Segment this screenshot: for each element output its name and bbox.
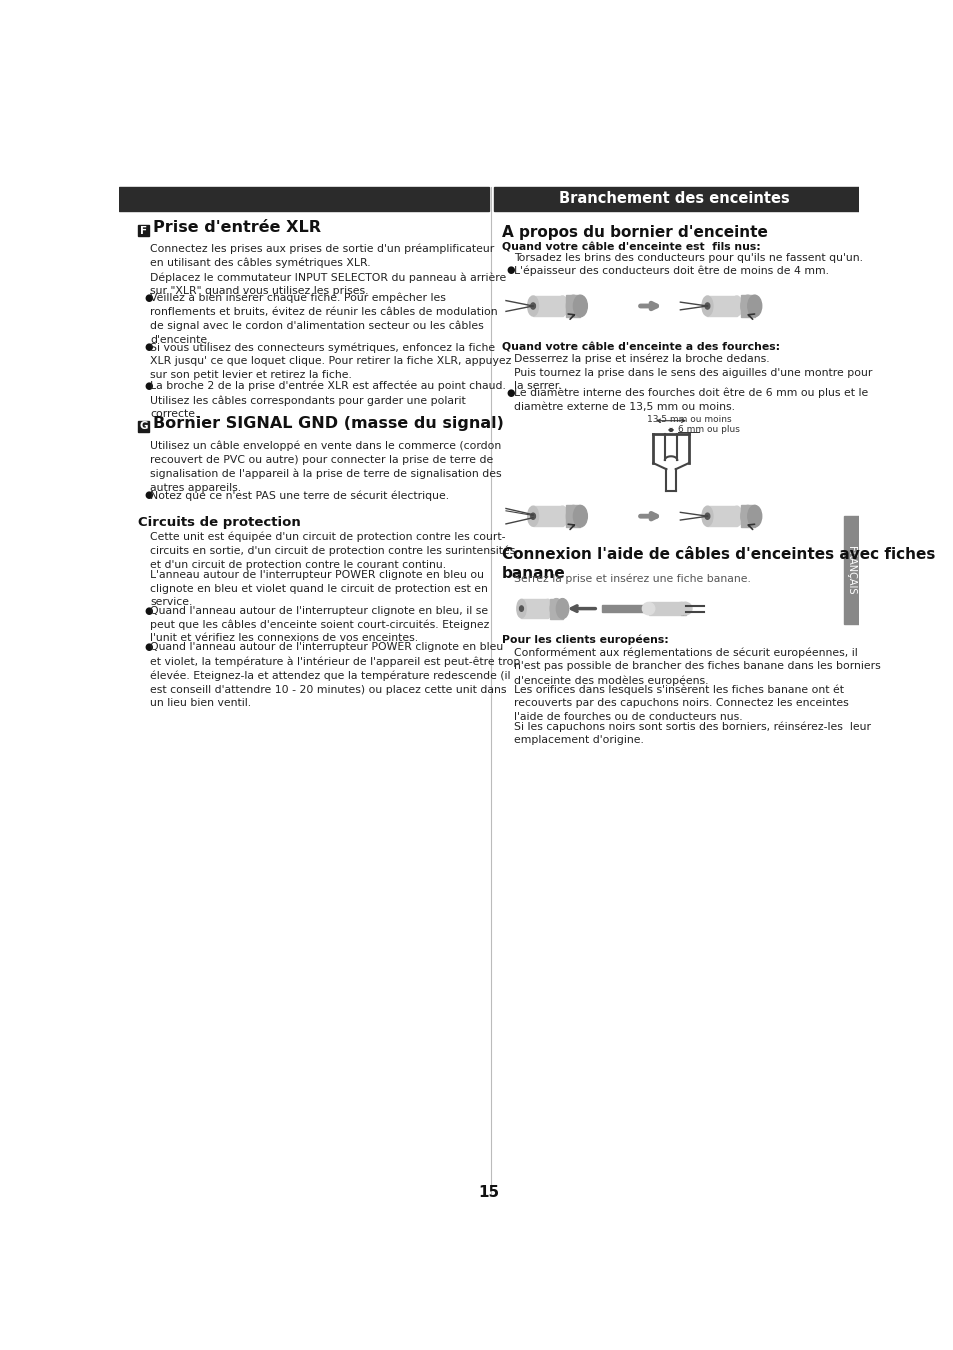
Text: ●: ● [506,387,515,398]
Bar [137,421,149,432]
Text: Desserrez la prise et insérez la broche dedans.
Puis tournez la prise dans le se: Desserrez la prise et insérez la broche … [514,354,872,391]
Text: Quand votre câble d'enceinte a des fourches:: Quand votre câble d'enceinte a des fourc… [501,343,780,352]
Ellipse shape [556,598,568,618]
Ellipse shape [573,505,587,526]
Bar [707,296,736,316]
Text: Conformément aux réglementations de sécurit européennes, il
n'est pas possible d: Conformément aux réglementations de sécu… [514,647,881,686]
Bar [533,506,562,526]
Ellipse shape [731,506,741,526]
Text: Serrez la prise et insérez une fiche banane.: Serrez la prise et insérez une fiche ban… [514,574,751,583]
Bar [550,598,562,618]
Text: Si les capuchons noirs sont sortis des borniers, réinsérez-les  leur
emplacement: Si les capuchons noirs sont sortis des b… [514,721,871,745]
Text: Cette unit est équipée d'un circuit de protection contre les court-
circuits en : Cette unit est équipée d'un circuit de p… [150,532,515,570]
Bar [493,188,858,211]
Ellipse shape [530,302,535,309]
Text: ●: ● [144,643,152,652]
Ellipse shape [740,296,754,317]
Text: ●: ● [144,381,152,390]
Ellipse shape [704,302,709,309]
Ellipse shape [519,606,523,612]
Ellipse shape [701,296,712,316]
Bar [521,599,547,618]
Text: 15: 15 [477,1185,499,1200]
Text: ●: ● [506,265,515,275]
Ellipse shape [679,602,691,614]
Ellipse shape [557,506,567,526]
Text: Connexion l'aide de câbles d'enceintes avec fiches
banane: Connexion l'aide de câbles d'enceintes a… [501,547,935,580]
Text: La broche 2 de la prise d'entrée XLR est affectée au point chaud.
Utilisez les c: La broche 2 de la prise d'entrée XLR est… [150,381,506,418]
Bar [601,605,648,613]
Ellipse shape [573,296,587,317]
Text: F: F [139,225,147,235]
Text: Le diamètre interne des fourches doit être de 6 mm ou plus et le
diamètre extern: Le diamètre interne des fourches doit êt… [514,387,868,412]
Ellipse shape [527,296,537,316]
Text: Notez que ce n'est PAS une terre de sécurit électrique.: Notez que ce n'est PAS une terre de sécu… [150,490,449,501]
Text: A propos du bornier d'enceinte: A propos du bornier d'enceinte [501,225,767,240]
Text: Utilisez un câble enveloppé en vente dans le commerce (cordon
recouvert de PVC o: Utilisez un câble enveloppé en vente dan… [150,440,501,493]
Ellipse shape [704,513,709,520]
Ellipse shape [731,296,741,316]
Ellipse shape [517,599,525,618]
Ellipse shape [557,296,567,316]
Text: Connectez les prises aux prises de sortie d'un préamplificateur
en utilisant des: Connectez les prises aux prises de sorti… [150,243,506,297]
Text: ●: ● [144,606,152,616]
Text: Bornier SIGNAL GND (masse du signal): Bornier SIGNAL GND (masse du signal) [153,416,504,431]
Bar [648,602,680,614]
Text: Branchement des enceintes: Branchement des enceintes [558,192,789,207]
Bar [680,602,685,614]
Text: Si vous utilisez des connecteurs symétriques, enfoncez la fiche
XLR jusqu' ce qu: Si vous utilisez des connecteurs symétri… [150,342,511,379]
Ellipse shape [527,506,537,526]
Text: G: G [139,421,148,431]
Text: Circuits de protection: Circuits de protection [137,516,300,529]
Bar [707,506,736,526]
Ellipse shape [566,296,579,317]
Bar [740,296,754,317]
Ellipse shape [566,505,579,526]
Ellipse shape [644,605,652,613]
Ellipse shape [674,602,686,614]
Ellipse shape [747,296,760,317]
Ellipse shape [530,513,535,520]
Ellipse shape [542,599,552,618]
Text: Prise d'entrée XLR: Prise d'entrée XLR [153,220,321,235]
Text: ●: ● [144,342,152,352]
Text: L'anneau autour de l'interrupteur POWER clignote en bleu ou
clignote en bleu et : L'anneau autour de l'interrupteur POWER … [150,570,488,608]
Bar [119,188,488,211]
Text: Pour les clients européens:: Pour les clients européens: [501,634,668,645]
Bar [566,296,579,317]
Text: Quand l'anneau autour de l'interrupteur clignote en bleu, il se
peut que les câb: Quand l'anneau autour de l'interrupteur … [150,606,489,644]
Text: ●: ● [144,490,152,500]
Bar [137,225,149,236]
Ellipse shape [740,505,754,526]
Bar [533,296,562,316]
Text: 13,5 mm ou moins: 13,5 mm ou moins [646,414,731,424]
Ellipse shape [747,505,760,526]
Text: Veillez à bien insérer chaque fiche. Pour empêcher les
ronflements et bruits, év: Veillez à bien insérer chaque fiche. Pou… [150,293,497,346]
Bar [740,505,754,526]
Ellipse shape [641,602,654,614]
Text: 6 mm ou plus: 6 mm ou plus [678,425,740,435]
Ellipse shape [701,506,712,526]
Text: ●: ● [144,293,152,302]
Text: L'épaisseur des conducteurs doit être de moins de 4 mm.: L'épaisseur des conducteurs doit être de… [514,265,828,275]
Text: Quand l'anneau autour de l'interrupteur POWER clignote en bleu
et violet, la tem: Quand l'anneau autour de l'interrupteur … [150,643,520,709]
Text: FRANÇAIS: FRANÇAIS [845,545,856,594]
Text: Les orifices dans lesquels s'insèrent les fiches banane ont ét
recouverts par de: Les orifices dans lesquels s'insèrent le… [514,684,848,722]
Ellipse shape [550,598,562,618]
Bar [566,505,579,526]
Text: Torsadez les brins des conducteurs pour qu'ils ne fassent qu'un.: Torsadez les brins des conducteurs pour … [514,252,862,263]
Bar [843,516,858,624]
Text: Quand votre câble d'enceinte est  fils nus:: Quand votre câble d'enceinte est fils nu… [501,242,760,252]
